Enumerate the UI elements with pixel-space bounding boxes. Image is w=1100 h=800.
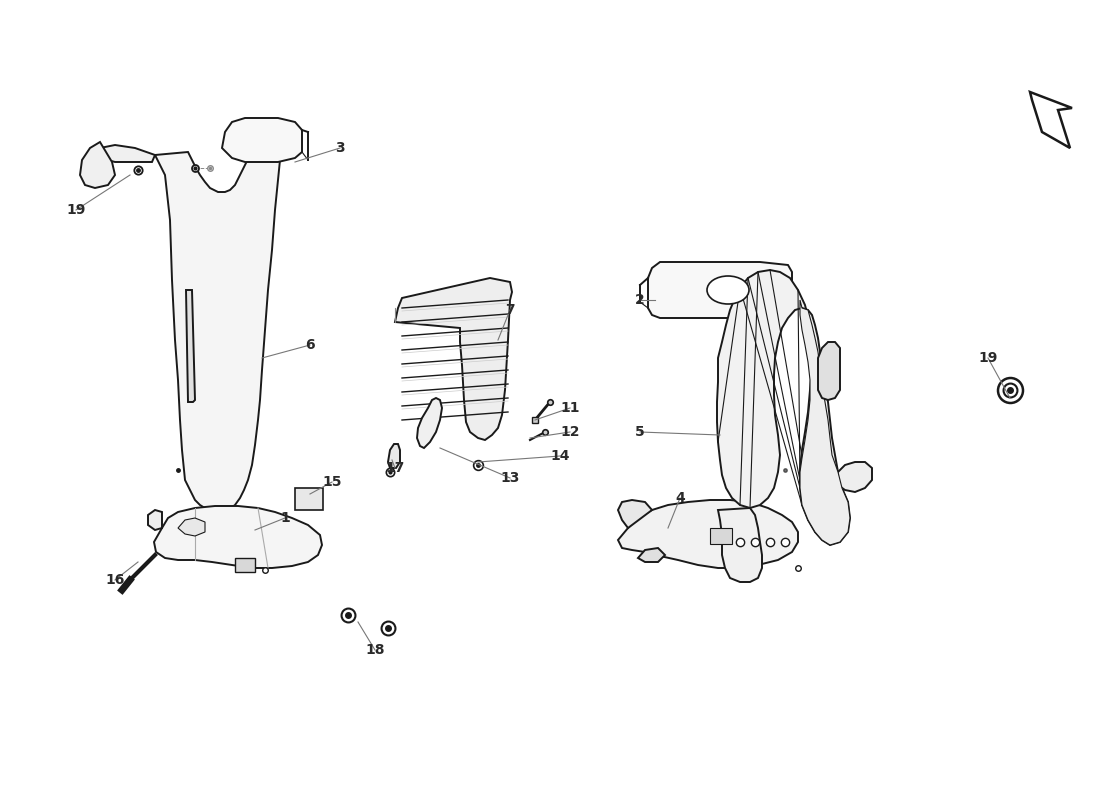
Text: 18: 18 [365,643,385,657]
Polygon shape [155,138,285,512]
Text: 2: 2 [635,293,645,307]
Text: 12: 12 [560,425,580,439]
Polygon shape [718,508,762,582]
Polygon shape [186,290,195,402]
Polygon shape [717,270,850,545]
Polygon shape [417,398,442,448]
Text: 3: 3 [336,141,344,155]
Text: 5: 5 [635,425,645,439]
Text: 7: 7 [505,303,515,317]
Polygon shape [222,118,302,162]
Polygon shape [148,510,162,530]
Polygon shape [100,145,155,162]
Text: 15: 15 [322,475,342,489]
Bar [710,528,732,544]
Polygon shape [80,142,116,188]
Text: 13: 13 [500,471,519,485]
Text: 17: 17 [385,461,405,475]
Polygon shape [838,462,872,492]
Text: 4: 4 [675,491,685,505]
Text: 19: 19 [978,351,998,365]
Bar [235,558,255,572]
Text: 1: 1 [280,511,290,525]
Polygon shape [388,444,400,468]
Ellipse shape [707,276,749,304]
Text: 11: 11 [560,401,580,415]
Text: 19: 19 [66,203,86,217]
Bar [295,488,323,510]
Polygon shape [648,262,792,318]
Polygon shape [154,506,322,568]
Text: 6: 6 [305,338,315,352]
Polygon shape [818,342,840,400]
Text: 16: 16 [106,573,124,587]
Polygon shape [178,518,205,536]
Text: 14: 14 [550,449,570,463]
Polygon shape [618,500,652,528]
Polygon shape [395,278,512,440]
Polygon shape [800,300,850,545]
Polygon shape [1030,92,1072,148]
Polygon shape [618,500,798,568]
Polygon shape [638,548,666,562]
